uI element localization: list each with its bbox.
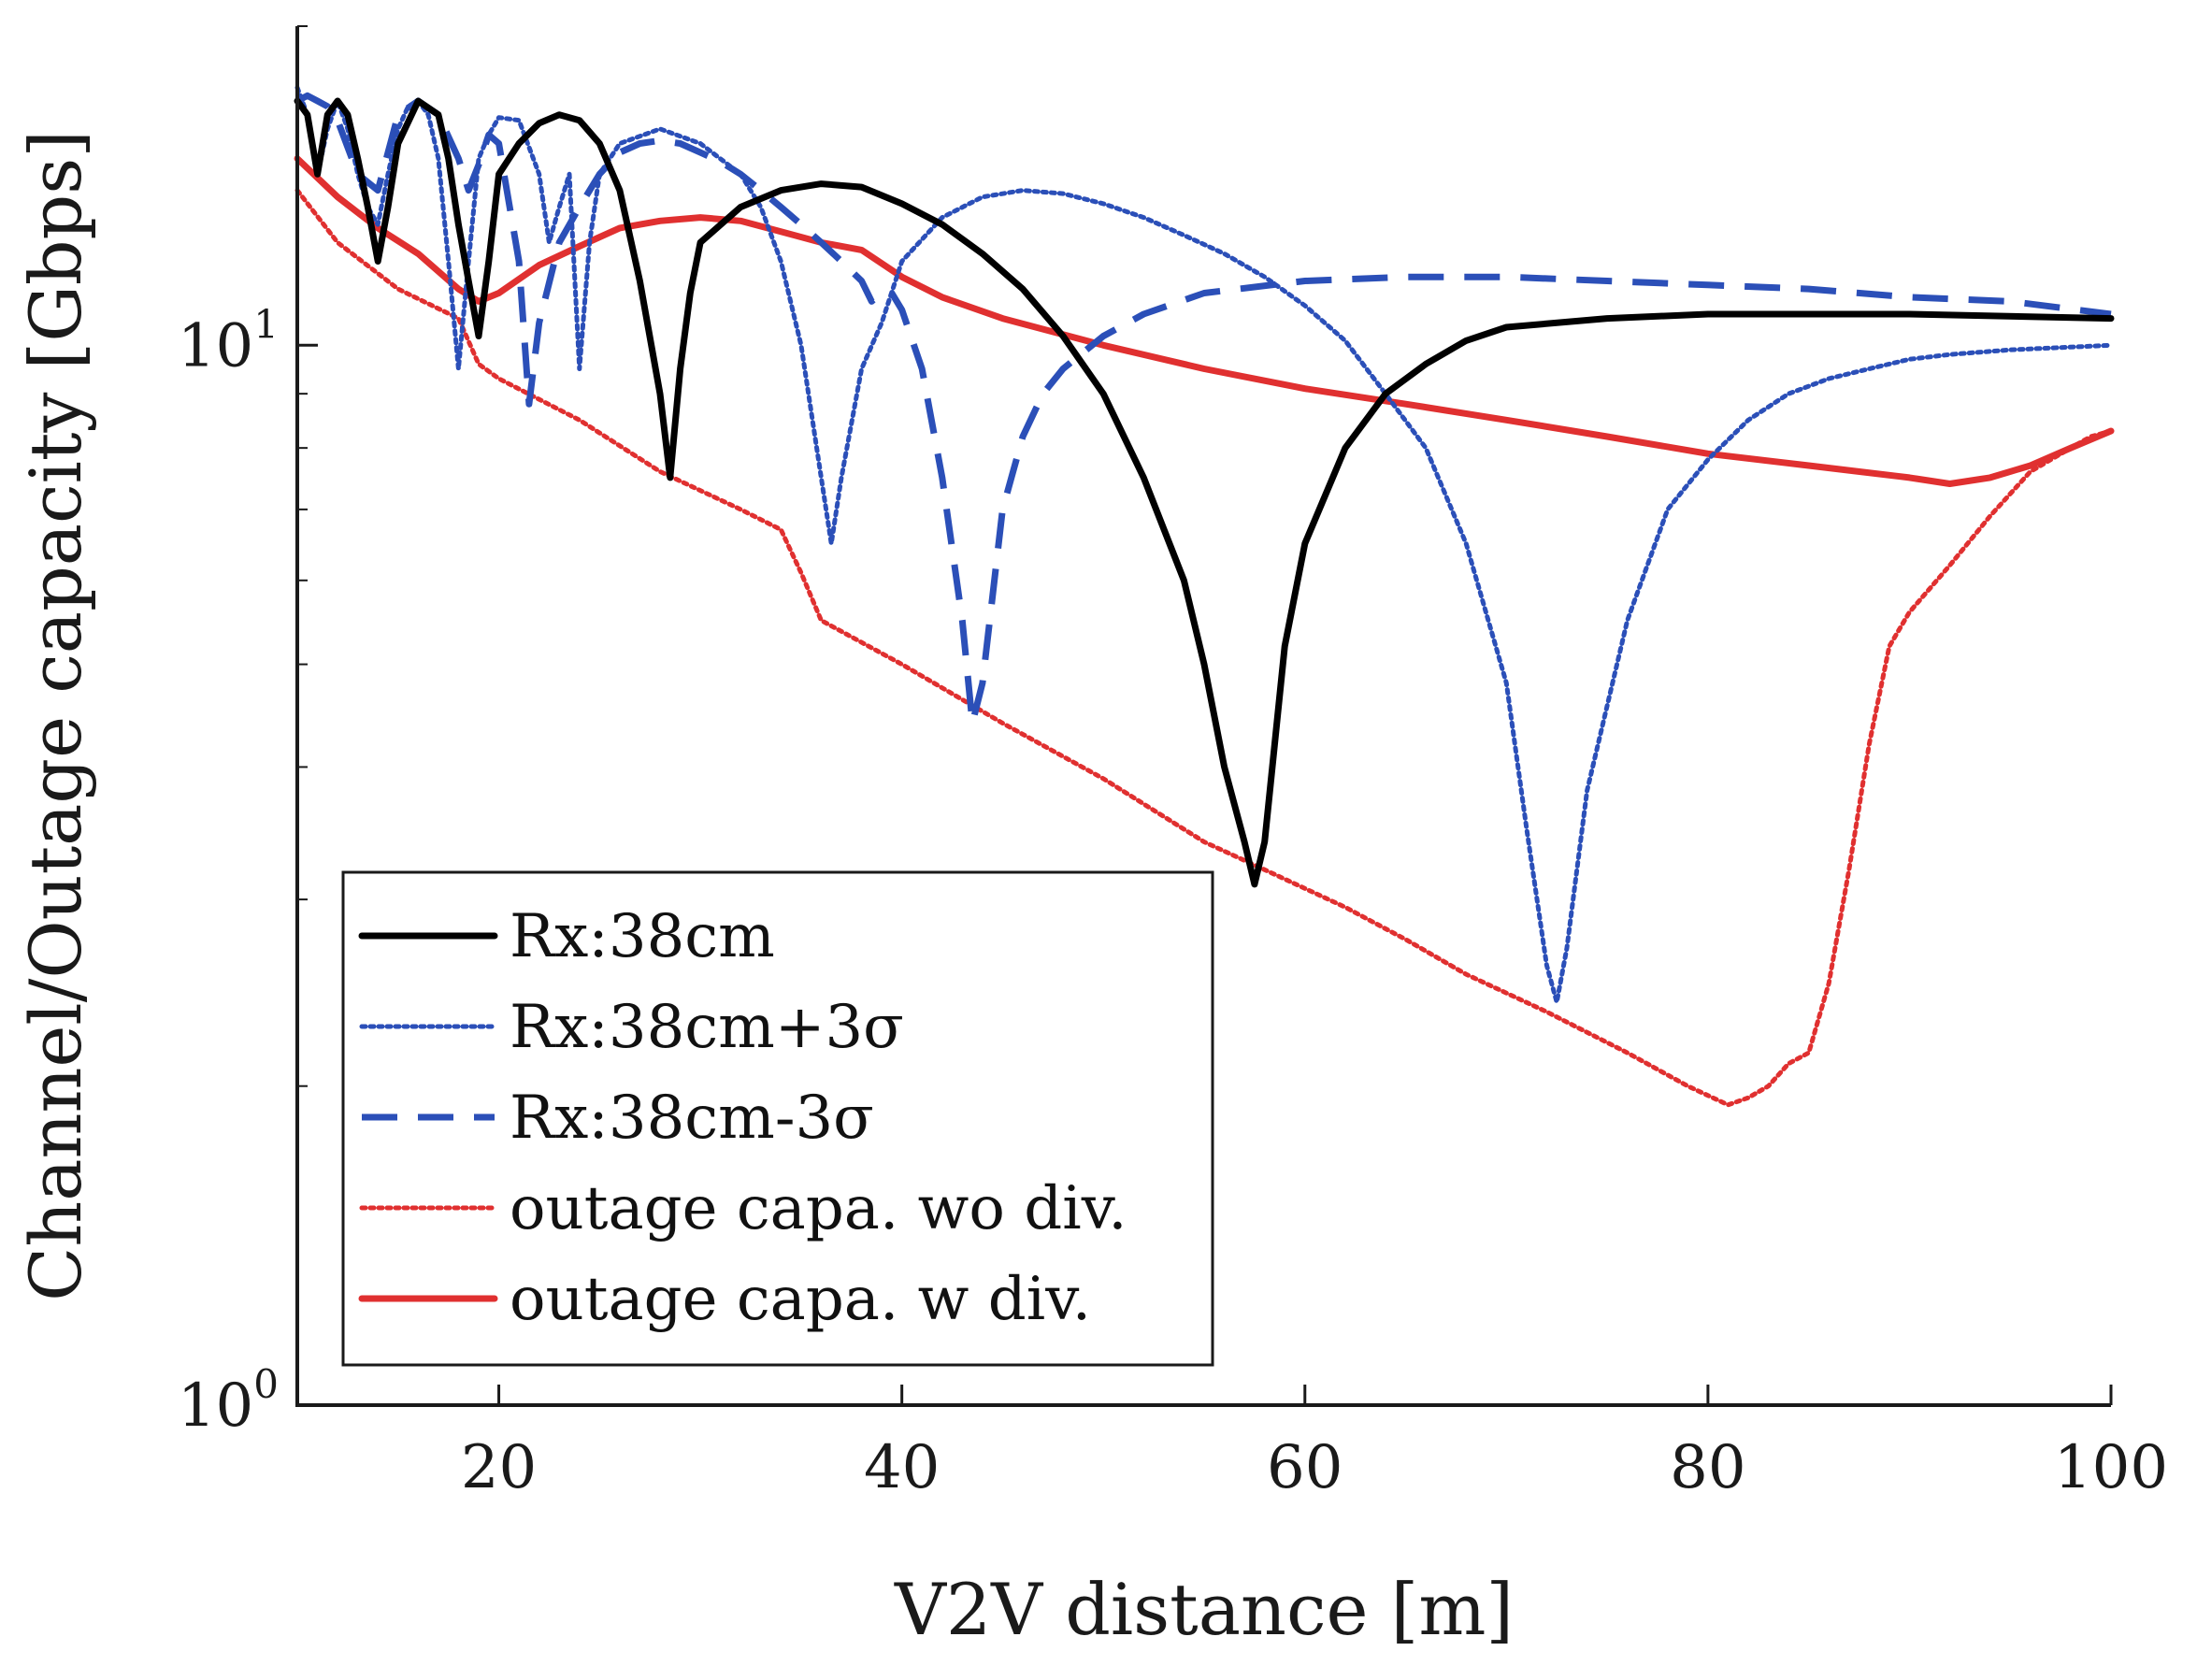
y-axis-label: Channel/Outage capacity [Gbps] bbox=[14, 130, 97, 1301]
x-tick-label: 40 bbox=[864, 1433, 940, 1502]
legend-label-rx-38cm: Rx:38cm bbox=[510, 902, 775, 971]
y-tick-label: 100 bbox=[178, 1361, 279, 1441]
x-axis-label: V2V distance [m] bbox=[894, 1568, 1514, 1651]
ticks-layer: 20 40 60 80 100 100 101 bbox=[178, 25, 2168, 1502]
series-line-outage-capa-wo-div bbox=[294, 188, 2114, 1108]
legend-label-outage-capa-wo-div: outage capa. wo div. bbox=[510, 1174, 1127, 1243]
series-line-rx-38cm bbox=[294, 97, 2115, 888]
x-tick-label: 20 bbox=[461, 1433, 537, 1502]
legend: Rx:38cm Rx:38cm+3σ Rx:38cm-3σ outage capa. … bbox=[341, 870, 1214, 1367]
legend-label-rx-38cm-3sigma: Rx:38cm-3σ bbox=[510, 1084, 874, 1153]
x-tick-label: 100 bbox=[2054, 1433, 2168, 1502]
x-tick-label: 60 bbox=[1267, 1433, 1343, 1502]
series-layer bbox=[294, 85, 2115, 1108]
y-tick-label: 101 bbox=[178, 301, 279, 381]
x-tick-label: 80 bbox=[1670, 1433, 1745, 1502]
series-line-rx-38cm-3sigma bbox=[295, 92, 2112, 726]
legend-label-outage-capa-w-div: outage capa. w div. bbox=[510, 1265, 1091, 1334]
legend-label-rx-38cmplus3sigma: Rx:38cm+3σ bbox=[510, 993, 904, 1062]
